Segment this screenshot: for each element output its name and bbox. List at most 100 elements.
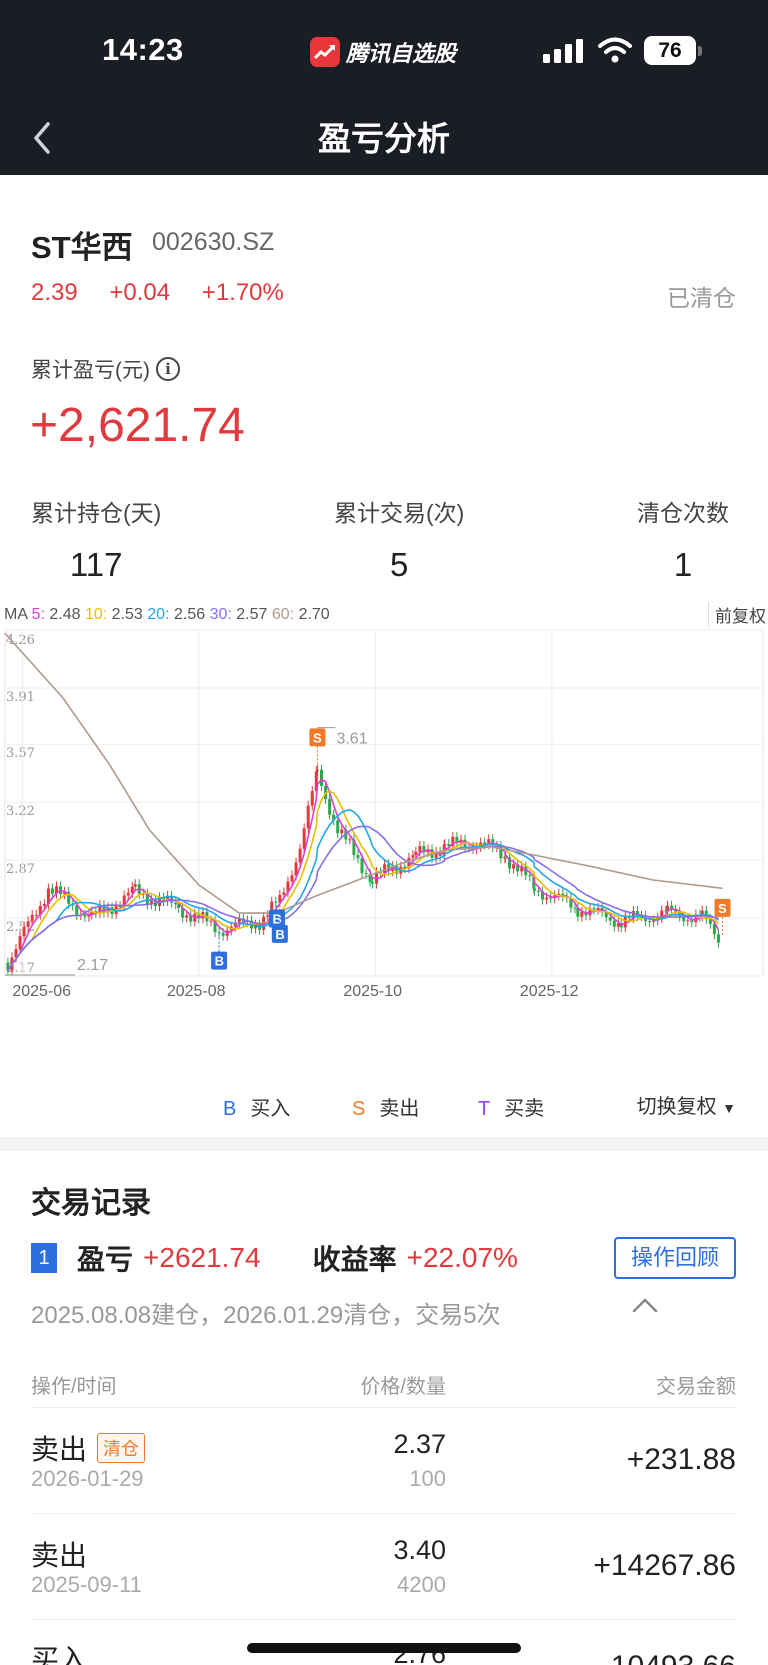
candle-body	[512, 864, 516, 869]
trade-qty: 100	[409, 1466, 446, 1491]
candle-body	[340, 829, 344, 834]
candle-body	[286, 881, 290, 893]
ma30-line	[7, 825, 719, 972]
candle-body	[608, 917, 612, 921]
record-index: 1	[31, 1243, 57, 1273]
y-tick-label: 2.17	[6, 961, 35, 976]
candle-body	[46, 888, 50, 905]
ma20-key: 20:	[147, 606, 170, 623]
candle-body	[294, 862, 298, 876]
candle-body	[18, 936, 22, 950]
ma60-key: 60:	[271, 606, 295, 623]
trade-type-label: 卖出	[31, 1434, 88, 1465]
row-divider	[31, 1619, 737, 1620]
candle-body	[328, 799, 332, 815]
record-pl-label: 盈亏	[77, 1244, 134, 1275]
chevron-up-icon[interactable]	[630, 1290, 660, 1320]
candle-body	[682, 916, 686, 922]
candle-body	[403, 866, 407, 869]
column-amount: 交易金额	[656, 1376, 736, 1398]
column-price-qty: 价格/数量	[360, 1376, 446, 1398]
trade-price: 2.37	[393, 1429, 446, 1459]
candle-body	[30, 914, 34, 922]
y-tick-label: 3.22	[6, 804, 35, 819]
candle-body	[90, 911, 94, 915]
stat-clear-count: 清仓次数 1	[637, 494, 729, 584]
trade-type: 卖出 清仓	[31, 1428, 146, 1468]
candle-body	[652, 920, 656, 922]
records-title: 交易记录	[31, 1187, 151, 1220]
trade-qty: 4200	[397, 1572, 446, 1597]
ma20-line	[7, 808, 719, 972]
candle-body	[455, 836, 459, 843]
ma20-value: 2.56	[173, 606, 206, 623]
trade-marker-label: B	[215, 954, 224, 969]
legend-both: T 买卖	[478, 1098, 545, 1120]
candle-body	[118, 905, 122, 907]
high-annotation: 3.61	[336, 731, 367, 748]
candle-body	[122, 895, 126, 907]
legend-both-label: 买卖	[504, 1098, 545, 1120]
page-title: 盈亏分析	[318, 120, 450, 157]
candle-body	[648, 921, 652, 923]
candle-body	[278, 894, 282, 903]
top-bar: 14:23 腾讯自选股 76 盈亏分析	[0, 0, 768, 175]
candle-body	[266, 915, 270, 917]
info-icon[interactable]: i	[156, 357, 180, 381]
status-time: 14:23	[102, 32, 184, 67]
candle-body	[67, 891, 71, 904]
clear-badge: 清仓	[97, 1433, 146, 1463]
ma5-key: 5:	[31, 606, 45, 623]
candle-body	[623, 916, 627, 928]
candle-body	[38, 905, 42, 915]
candle-body	[443, 844, 447, 846]
adjust-tag[interactable]: 前复权	[708, 602, 766, 627]
chevron-left-icon[interactable]	[26, 118, 60, 158]
candle-body	[524, 866, 528, 876]
row-divider	[31, 1407, 737, 1408]
candle-body	[576, 908, 580, 917]
candle-body	[34, 914, 38, 916]
candle-body	[411, 854, 415, 858]
trade-marker-label: S	[313, 730, 322, 745]
switch-adjust-button[interactable]: 切换复权 ▼	[637, 1090, 736, 1119]
candle-body	[145, 893, 149, 905]
trade-date: 2025-09-11	[31, 1572, 142, 1597]
stock-change-pct: +1.70%	[201, 279, 284, 306]
candle-body	[694, 914, 698, 923]
review-button[interactable]: 操作回顾	[614, 1237, 736, 1279]
candle-body	[716, 934, 720, 943]
candle-body	[520, 866, 524, 872]
candle-body	[712, 923, 716, 935]
candle-body	[573, 907, 577, 909]
stat-label: 累计交易(次)	[334, 500, 465, 526]
trade-marker	[268, 909, 285, 928]
low-annotation: 2.17	[77, 957, 108, 974]
candle-body	[185, 915, 189, 918]
x-tick-label: 2025-12	[520, 983, 579, 1000]
candle-body	[336, 820, 340, 834]
stock-quote: 2.39 +0.04 +1.70%	[31, 279, 299, 307]
candle-body	[310, 791, 314, 806]
stat-value: 117	[69, 546, 123, 583]
trade-price: 3.40	[393, 1535, 446, 1565]
legend-sell: S 卖出	[352, 1098, 420, 1120]
candle-body	[383, 864, 387, 874]
candle-body	[197, 913, 201, 919]
candle-body	[664, 910, 668, 912]
ma-prefix: MA	[4, 606, 28, 623]
x-tick-label: 2025-10	[343, 983, 402, 1000]
trade-amount: +231.88	[626, 1443, 736, 1476]
candle-body	[233, 922, 237, 927]
ma30-value: 2.57	[236, 606, 268, 623]
candle-body	[553, 895, 557, 899]
candle-body	[516, 864, 520, 872]
candle-body	[528, 875, 532, 877]
candle-body	[237, 918, 241, 923]
candle-body	[177, 904, 181, 908]
candle-body	[536, 890, 540, 892]
candle-body	[63, 891, 67, 895]
legend-sell-label: 卖出	[379, 1098, 420, 1120]
candle-body	[130, 886, 134, 893]
